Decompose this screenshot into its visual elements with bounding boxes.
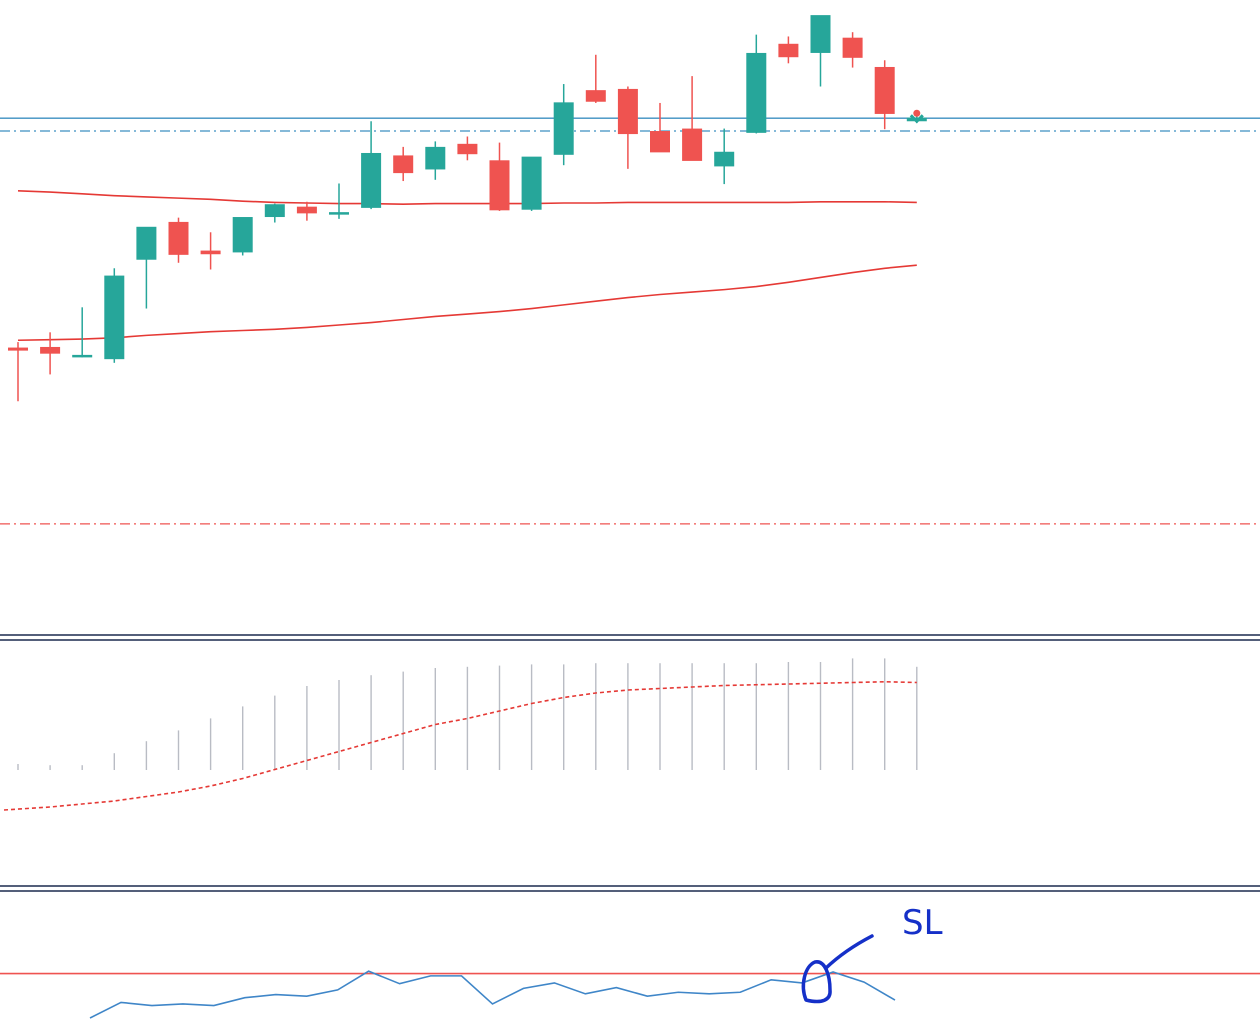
- candlestick: [617, 86, 638, 169]
- annotation-label: SL: [902, 903, 943, 943]
- candle-body: [521, 156, 542, 210]
- candle-body: [842, 37, 863, 58]
- candle-body: [329, 212, 349, 215]
- candle-body: [264, 204, 285, 218]
- candle-body: [553, 102, 574, 155]
- last-price-dot-icon: [913, 109, 921, 117]
- candlestick: [521, 156, 542, 211]
- candlestick: [136, 226, 157, 309]
- candle-body: [393, 155, 414, 174]
- candlestick: [296, 201, 317, 221]
- candle-body: [136, 226, 157, 260]
- candle-body: [617, 88, 638, 135]
- candle-body: [714, 151, 735, 167]
- candlestick: [232, 217, 253, 256]
- price-pane: [0, 15, 1260, 525]
- candle-body: [72, 354, 93, 358]
- oscillator-pane: [0, 970, 1260, 1019]
- candle-body: [457, 143, 478, 155]
- candle-body: [874, 66, 895, 114]
- candlestick: [842, 32, 863, 68]
- candle-body: [778, 43, 799, 58]
- candle-body: [489, 160, 510, 211]
- handwritten-arrow-icon: [824, 934, 874, 970]
- pane-separators: [0, 634, 1260, 892]
- candlestick: [682, 76, 703, 161]
- candlestick: [264, 203, 285, 223]
- candle-body: [682, 128, 703, 161]
- candlestick: [874, 60, 895, 130]
- candle-body: [585, 90, 606, 102]
- candlestick: [489, 142, 510, 211]
- candlestick: [104, 268, 125, 363]
- candlestick: [393, 146, 414, 182]
- candlestick: [553, 84, 574, 166]
- candlestick: [457, 136, 478, 161]
- candlestick: [40, 332, 61, 375]
- candlestick: [8, 342, 28, 402]
- handwritten-annotation: SL: [801, 903, 943, 1004]
- candlestick: [200, 232, 221, 270]
- candle-body: [40, 346, 61, 354]
- candle-body: [746, 52, 767, 133]
- candlestick: [425, 141, 446, 180]
- histogram-pane: [3, 658, 918, 811]
- candle-body: [104, 275, 125, 360]
- oscillator-line: [89, 970, 896, 1019]
- candlestick: [714, 128, 735, 185]
- candlestick: [746, 34, 767, 134]
- candlestick: [810, 15, 831, 87]
- last-price-marker-icon: [909, 114, 924, 124]
- candle-body: [425, 146, 446, 170]
- candle-body: [361, 152, 382, 208]
- candlestick: [361, 121, 382, 210]
- candle-body: [232, 217, 253, 253]
- moving-average-fast-line: [17, 190, 917, 206]
- candlestick: [650, 102, 670, 153]
- candlestick: [329, 183, 349, 219]
- candlestick: [778, 36, 799, 64]
- candle-body: [8, 347, 28, 351]
- histogram-signal-line: [3, 680, 917, 811]
- candle-body: [168, 221, 189, 255]
- candle-body: [296, 206, 317, 214]
- candlestick: [168, 217, 189, 263]
- candle-body: [200, 250, 221, 255]
- candle-body: [810, 15, 831, 53]
- candlestick: [72, 307, 93, 358]
- moving-average-slow-line: [17, 264, 917, 342]
- candle-body: [650, 131, 670, 153]
- candlestick: [585, 54, 606, 103]
